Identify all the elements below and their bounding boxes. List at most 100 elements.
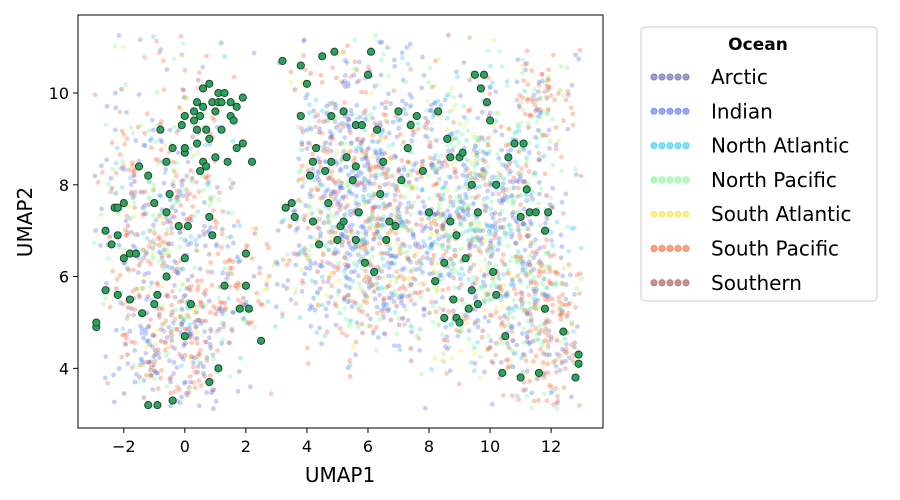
background-point <box>210 115 215 121</box>
background-point <box>507 258 513 264</box>
background-point <box>495 247 501 253</box>
background-point <box>350 246 356 252</box>
background-point <box>211 356 217 362</box>
background-point <box>362 199 368 205</box>
background-point <box>288 79 294 85</box>
background-point <box>372 191 378 197</box>
background-point <box>354 173 360 179</box>
background-point <box>180 319 186 324</box>
background-point <box>357 308 362 313</box>
background-point <box>370 132 376 138</box>
background-point <box>516 185 521 191</box>
highlight-point <box>321 166 330 176</box>
background-point <box>500 198 506 203</box>
highlight-point <box>339 217 348 226</box>
background-point <box>489 199 495 205</box>
background-point <box>427 155 433 161</box>
background-point <box>478 249 484 255</box>
background-point <box>132 179 137 184</box>
background-point <box>550 309 556 315</box>
background-point <box>402 195 408 200</box>
background-point <box>457 329 462 334</box>
background-point <box>559 168 564 174</box>
background-point <box>489 401 495 407</box>
background-point <box>490 224 495 229</box>
background-point <box>307 258 313 264</box>
background-point <box>543 220 548 226</box>
background-point <box>481 285 487 291</box>
background-point <box>272 260 278 266</box>
background-point <box>545 370 551 376</box>
background-point <box>352 155 358 161</box>
background-point <box>541 244 547 250</box>
background-point <box>414 177 420 182</box>
background-point <box>455 247 461 253</box>
background-point <box>443 324 449 330</box>
background-point <box>527 262 533 267</box>
background-point <box>389 229 395 235</box>
background-point <box>519 301 525 306</box>
background-point <box>392 255 398 260</box>
background-point <box>161 87 167 93</box>
background-point <box>345 113 350 119</box>
highlight-point <box>156 125 165 134</box>
background-point <box>102 375 108 381</box>
background-point <box>511 275 517 281</box>
background-point <box>558 255 564 261</box>
background-point <box>152 241 158 247</box>
background-point <box>333 105 338 111</box>
background-point <box>472 235 478 241</box>
highlight-point <box>180 144 189 153</box>
background-point <box>366 198 372 204</box>
background-point <box>437 195 443 201</box>
background-point <box>182 352 188 358</box>
background-point <box>222 54 228 59</box>
highlight-point <box>235 304 244 313</box>
background-point <box>379 222 385 228</box>
background-point <box>518 193 523 198</box>
background-point <box>146 244 152 249</box>
background-point <box>366 64 371 70</box>
background-point <box>360 266 365 272</box>
background-point <box>509 363 515 368</box>
background-point <box>542 338 548 343</box>
background-point <box>499 200 504 206</box>
background-point <box>524 334 530 340</box>
background-point <box>431 252 437 258</box>
background-point <box>410 275 416 281</box>
background-point <box>399 50 405 56</box>
background-point <box>554 219 560 225</box>
background-point <box>519 99 525 105</box>
background-point <box>361 226 367 231</box>
background-point <box>524 261 530 267</box>
background-point <box>409 329 414 335</box>
background-point <box>296 156 302 162</box>
background-point <box>374 310 380 316</box>
background-point <box>198 300 204 306</box>
background-point <box>450 148 455 154</box>
background-point <box>468 265 474 271</box>
background-point <box>450 203 456 208</box>
background-point <box>479 135 485 141</box>
background-point <box>479 284 485 289</box>
background-point <box>356 273 361 279</box>
background-point <box>507 179 513 184</box>
background-point <box>487 181 493 187</box>
background-point <box>423 115 428 121</box>
background-point <box>482 307 487 313</box>
background-point <box>544 320 549 325</box>
background-point <box>221 308 227 314</box>
background-point <box>371 139 377 145</box>
background-point <box>541 391 547 397</box>
background-point <box>419 159 425 165</box>
background-point <box>405 317 411 323</box>
background-point <box>428 219 434 225</box>
background-point <box>308 71 313 76</box>
background-point <box>405 275 411 281</box>
background-point <box>191 380 196 385</box>
background-point <box>533 305 539 311</box>
background-point <box>538 346 543 352</box>
background-point <box>364 116 370 122</box>
background-point <box>535 136 541 142</box>
background-point <box>110 166 116 172</box>
